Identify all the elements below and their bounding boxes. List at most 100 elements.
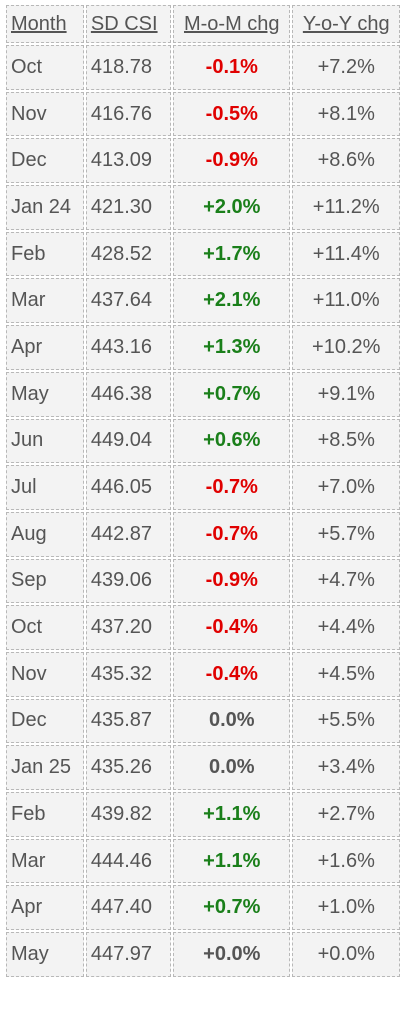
table-cell: Aug — [6, 511, 84, 557]
table-cell: Feb — [6, 231, 84, 277]
table-cell: +9.1% — [292, 371, 400, 417]
table-cell: Mar — [6, 278, 84, 324]
table-row: Jun 449.04 +0.6% +8.5% — [6, 418, 400, 464]
table-cell: +3.4% — [292, 745, 400, 790]
table-cell: 0.0% — [173, 745, 291, 790]
table-cell: 449.04 — [85, 418, 172, 464]
header-row: Month SD CSI M-o-M chg Y-o-Y chg — [6, 5, 400, 43]
table-cell: +0.7% — [173, 371, 291, 417]
table-cell: +7.2% — [292, 45, 400, 90]
table-cell: May — [6, 932, 84, 977]
table-cell: +11.0% — [292, 278, 400, 324]
table-cell: +0.0% — [292, 932, 400, 977]
table-cell: Jul — [6, 465, 84, 510]
table-cell: 446.05 — [85, 465, 172, 510]
table-cell: +0.0% — [173, 932, 291, 977]
table-cell: +0.7% — [173, 885, 291, 931]
table-cell: +0.6% — [173, 418, 291, 464]
table-cell: Dec — [6, 138, 84, 184]
table-cell: -0.5% — [173, 91, 291, 137]
table-cell: -0.9% — [173, 558, 291, 604]
table-cell: 447.97 — [85, 932, 172, 977]
header-cell: Y-o-Y chg — [292, 5, 400, 43]
table-row: Jan 24 421.30 +2.0% +11.2% — [6, 185, 400, 230]
table-cell: -0.7% — [173, 511, 291, 557]
table-cell: 418.78 — [85, 45, 172, 90]
table-cell: +8.6% — [292, 138, 400, 184]
table-cell: Apr — [6, 325, 84, 370]
table-row: Oct 418.78 -0.1% +7.2% — [6, 45, 400, 90]
table-cell: +1.0% — [292, 885, 400, 931]
table-cell: Nov — [6, 651, 84, 697]
table-cell: +5.7% — [292, 511, 400, 557]
table-cell: 446.38 — [85, 371, 172, 417]
table-cell: 416.76 — [85, 91, 172, 137]
table-cell: Mar — [6, 838, 84, 884]
table-cell: -0.7% — [173, 465, 291, 510]
table-cell: 435.87 — [85, 698, 172, 744]
table-cell: Jun — [6, 418, 84, 464]
table-row: May 446.38 +0.7% +9.1% — [6, 371, 400, 417]
table-cell: Apr — [6, 885, 84, 931]
table-cell: +1.3% — [173, 325, 291, 370]
table-row: Apr 443.16 +1.3% +10.2% — [6, 325, 400, 370]
header-cell: SD CSI — [85, 5, 172, 43]
table-cell: +4.7% — [292, 558, 400, 604]
table-cell: Dec — [6, 698, 84, 744]
table-cell: 435.32 — [85, 651, 172, 697]
table-cell: +1.1% — [173, 838, 291, 884]
table-cell: +2.7% — [292, 792, 400, 837]
table-row: Oct 437.20 -0.4% +4.4% — [6, 605, 400, 650]
table-cell: +8.1% — [292, 91, 400, 137]
table-cell: 428.52 — [85, 231, 172, 277]
table-cell: 443.16 — [85, 325, 172, 370]
header-cell: Month — [6, 5, 84, 43]
table-cell: 439.06 — [85, 558, 172, 604]
table-row: Dec 413.09 -0.9% +8.6% — [6, 138, 400, 184]
table-row: Mar 437.64 +2.1% +11.0% — [6, 278, 400, 324]
table-cell: 442.87 — [85, 511, 172, 557]
table-cell: Oct — [6, 605, 84, 650]
table-row: Nov 416.76 -0.5% +8.1% — [6, 91, 400, 137]
table-row: Feb 428.52 +1.7% +11.4% — [6, 231, 400, 277]
table-cell: +2.1% — [173, 278, 291, 324]
table-cell: +2.0% — [173, 185, 291, 230]
table-cell: +5.5% — [292, 698, 400, 744]
table-cell: -0.1% — [173, 45, 291, 90]
table-cell: 439.82 — [85, 792, 172, 837]
table-row: Apr 447.40 +0.7% +1.0% — [6, 885, 400, 931]
table-cell: 447.40 — [85, 885, 172, 931]
table-cell: 0.0% — [173, 698, 291, 744]
table-cell: -0.4% — [173, 605, 291, 650]
table-cell: 437.64 — [85, 278, 172, 324]
table-cell: Feb — [6, 792, 84, 837]
table-row: Jul 446.05 -0.7% +7.0% — [6, 465, 400, 510]
table-cell: +10.2% — [292, 325, 400, 370]
table-row: Nov 435.32 -0.4% +4.5% — [6, 651, 400, 697]
table-cell: +1.6% — [292, 838, 400, 884]
table-cell: Sep — [6, 558, 84, 604]
table-cell: +4.5% — [292, 651, 400, 697]
table-cell: -0.9% — [173, 138, 291, 184]
table-cell: 437.20 — [85, 605, 172, 650]
table-row: May 447.97 +0.0% +0.0% — [6, 932, 400, 977]
table-cell: +11.4% — [292, 231, 400, 277]
table-row: Sep 439.06 -0.9% +4.7% — [6, 558, 400, 604]
table-cell: 435.26 — [85, 745, 172, 790]
table-cell: +1.7% — [173, 231, 291, 277]
data-table: Month SD CSI M-o-M chg Y-o-Y chg Oct 418.… — [4, 3, 402, 979]
table-row: Dec 435.87 0.0% +5.5% — [6, 698, 400, 744]
table-cell: +7.0% — [292, 465, 400, 510]
table-body: Oct 418.78 -0.1% +7.2% Nov 416.76 -0.5% +8.1% De… — [6, 45, 400, 977]
table-cell: Oct — [6, 45, 84, 90]
table-cell: -0.4% — [173, 651, 291, 697]
table-row: Feb 439.82 +1.1% +2.7% — [6, 792, 400, 837]
table-cell: +1.1% — [173, 792, 291, 837]
table-cell: 413.09 — [85, 138, 172, 184]
table-cell: Jan 24 — [6, 185, 84, 230]
table-cell: 421.30 — [85, 185, 172, 230]
table-cell: Nov — [6, 91, 84, 137]
header-cell: M-o-M chg — [173, 5, 291, 43]
table-cell: +11.2% — [292, 185, 400, 230]
